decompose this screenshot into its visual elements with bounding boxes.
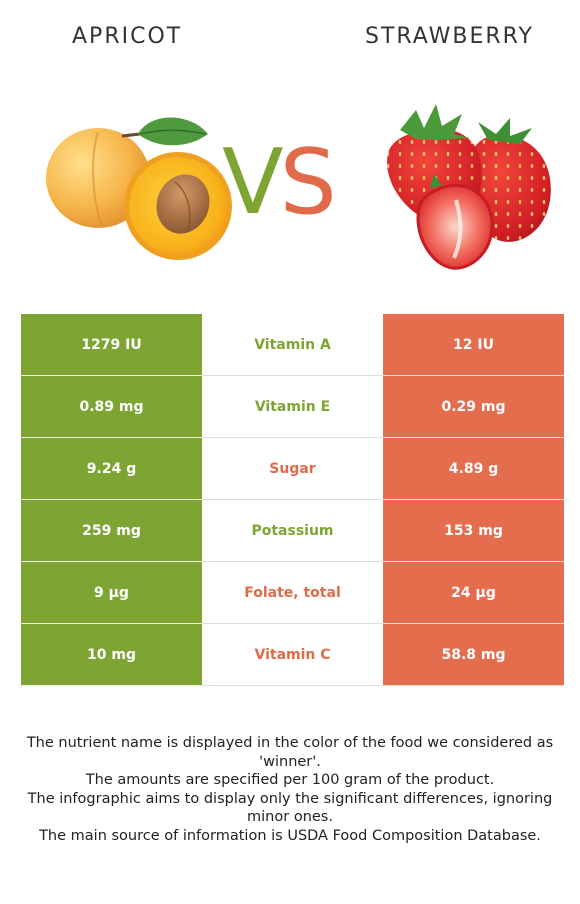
nutrient-name: Potassium [202, 499, 383, 562]
nutrient-name: Vitamin C [202, 623, 383, 686]
apricot-image [46, 117, 232, 260]
table-row: 1279 IU Vitamin A 12 IU [21, 314, 564, 376]
table-row: 10 mg Vitamin C 58.8 mg [21, 623, 564, 686]
left-value: 10 mg [21, 623, 202, 686]
nutrient-name: Vitamin E [202, 375, 383, 438]
footer-line: The nutrient name is displayed in the co… [26, 735, 554, 770]
right-value: 4.89 g [383, 437, 564, 500]
nutrient-name: Vitamin A [202, 314, 383, 376]
table-row: 0.89 mg Vitamin E 0.29 mg [21, 375, 564, 438]
left-value: 9 µg [21, 561, 202, 624]
vs-s: S [279, 130, 337, 235]
footer-notes: The nutrient name is displayed in the co… [16, 734, 564, 845]
vs-v: V [222, 130, 284, 235]
right-value: 58.8 mg [383, 623, 564, 686]
comparison-table: 1279 IU Vitamin A 12 IU 0.89 mg Vitamin E 0.2… [21, 314, 564, 686]
right-value: 0.29 mg [383, 375, 564, 438]
footer-line: The main source of information is USDA F… [39, 827, 541, 844]
footer-line: The infographic aims to display only the… [27, 790, 553, 826]
left-value: 9.24 g [21, 437, 202, 500]
vs-label: VS [222, 138, 337, 228]
nutrient-name: Folate, total [202, 561, 383, 624]
left-value: 259 mg [21, 499, 202, 562]
left-value: 1279 IU [21, 314, 202, 376]
strawberry-image [387, 104, 551, 270]
left-food-title: APRICOT [72, 24, 183, 49]
right-value: 12 IU [383, 314, 564, 376]
footer-line: The amounts are specified per 100 gram o… [85, 772, 495, 788]
table-row: 9.24 g Sugar 4.89 g [21, 437, 564, 500]
table-row: 9 µg Folate, total 24 µg [21, 561, 564, 624]
right-food-title: STRAWBERRY [365, 24, 534, 49]
left-value: 0.89 mg [21, 375, 202, 438]
table-row: 259 mg Potassium 153 mg [21, 499, 564, 562]
nutrient-name: Sugar [202, 437, 383, 500]
right-value: 153 mg [383, 499, 564, 562]
right-value: 24 µg [383, 561, 564, 624]
